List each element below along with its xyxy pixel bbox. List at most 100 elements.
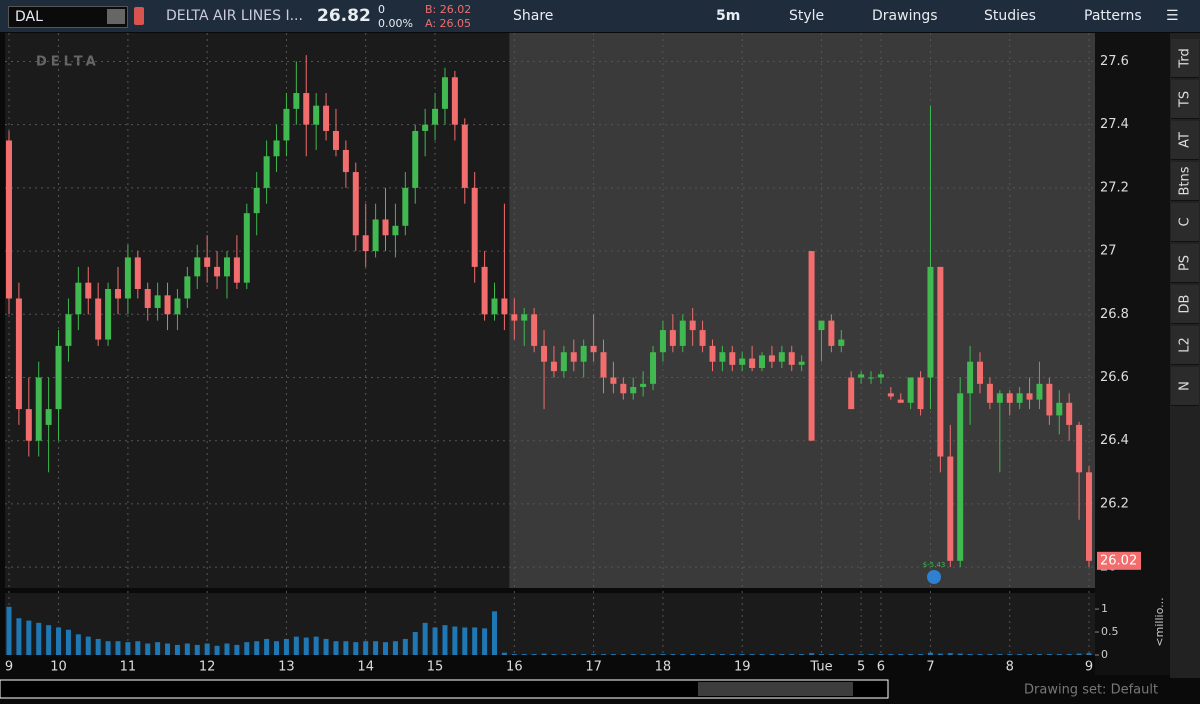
volume-bar [947,653,953,655]
menu-button[interactable]: ☰ [1166,8,1179,24]
x-tick-label: 17 [585,660,602,675]
volume-bar [640,654,646,655]
patterns-button[interactable]: Patterns [1084,8,1142,24]
candle-body [739,358,746,365]
candle-body [659,330,666,353]
candle-body [204,257,211,267]
volume-bar [858,654,864,655]
symbol-box[interactable]: DAL [8,6,128,28]
side-tab[interactable]: N [1171,367,1199,406]
volume-bar [1017,654,1023,655]
volume-bar [65,629,71,655]
x-tick-label: 7 [926,660,934,675]
x-tick-label: 19 [734,660,751,675]
volume-bar [789,654,795,655]
volume-bar [283,638,289,655]
candle-body [342,149,349,173]
side-tab[interactable]: DB [1171,285,1199,324]
candle-body [392,225,399,236]
volume-bar [1036,654,1042,655]
volume-bar [1027,654,1033,655]
volume-bar [620,654,626,655]
candle-body [114,289,121,299]
candle-body [372,219,379,252]
volume-bar [521,654,527,655]
side-tab[interactable]: PS [1171,244,1199,283]
side-tab[interactable]: Trd [1171,39,1199,78]
last-price-box [1097,551,1141,570]
volume-bar [561,654,567,655]
volume-bar [828,654,834,655]
side-tab[interactable]: AT [1171,121,1199,160]
volume-bar [85,636,91,655]
drawings-button[interactable]: Drawings [872,8,938,24]
side-tab[interactable]: TS [1171,80,1199,119]
candle-body [422,124,429,131]
side-tab[interactable]: L2 [1171,326,1199,365]
candle-body [640,383,647,387]
side-tab[interactable]: Btns [1171,162,1199,201]
volume-bar [551,654,557,655]
candle-body [461,124,468,188]
volume-bar [878,654,884,655]
candle-body [868,377,875,379]
candle-body [977,361,984,384]
candle-body [1066,402,1073,425]
interval-button[interactable]: 5m [716,8,741,24]
volume-bar [630,654,636,655]
volume-bar [571,654,577,655]
volume-bar [977,654,983,655]
volume-bar [56,627,62,655]
candle-body [382,219,389,236]
volume-bar [264,638,270,655]
candle-body [45,409,52,425]
volume-bar [492,611,498,655]
candle-body [679,320,686,346]
volume-bar [898,654,904,655]
side-tab[interactable]: C [1171,203,1199,242]
x-tick-label: 10 [50,660,67,675]
volume-bar [383,642,389,655]
style-button[interactable]: Style [789,8,825,24]
volume-bar [531,654,537,655]
candle-body [967,361,974,394]
y-tick-label: 27.4 [1100,117,1129,132]
candle-body [709,345,716,362]
candle-body [194,257,201,277]
volume-bar [184,643,190,655]
studies-button[interactable]: Studies [984,8,1036,24]
x-tick-label: 5 [857,660,865,675]
volume-bar [234,644,240,655]
link-icon[interactable] [134,7,144,25]
x-tick-label: 9 [5,660,13,675]
side-tab-label: DB [1177,294,1193,314]
scroll-thumb [698,682,853,696]
side-tab-label: L2 [1177,337,1193,353]
volume-bar [1086,653,1092,655]
candle-body [313,105,320,125]
candle-body [164,295,171,315]
candle-body [154,295,161,308]
candle-body [838,339,845,346]
candle-body [610,377,617,384]
candle-body [481,266,488,315]
volume-bar [511,654,517,655]
candle-body [858,374,865,378]
volume-bar [809,653,815,655]
candle-body [432,108,439,125]
volume-bar [650,654,656,655]
y-tick-label: 27.2 [1100,180,1129,195]
candle-body [957,393,964,561]
candle-body [55,345,62,410]
candle-body [134,257,141,290]
volume-bar [759,654,765,655]
scrollbar [0,679,889,699]
candle-body [124,257,131,299]
candle-body [402,187,409,226]
side-tab-label: AT [1177,132,1193,148]
volume-axis-label: <millio... [1153,597,1166,646]
share-button[interactable]: Share [513,8,554,24]
candle-body [323,105,330,131]
volume-bar [194,644,200,655]
volume-bar [432,627,438,655]
